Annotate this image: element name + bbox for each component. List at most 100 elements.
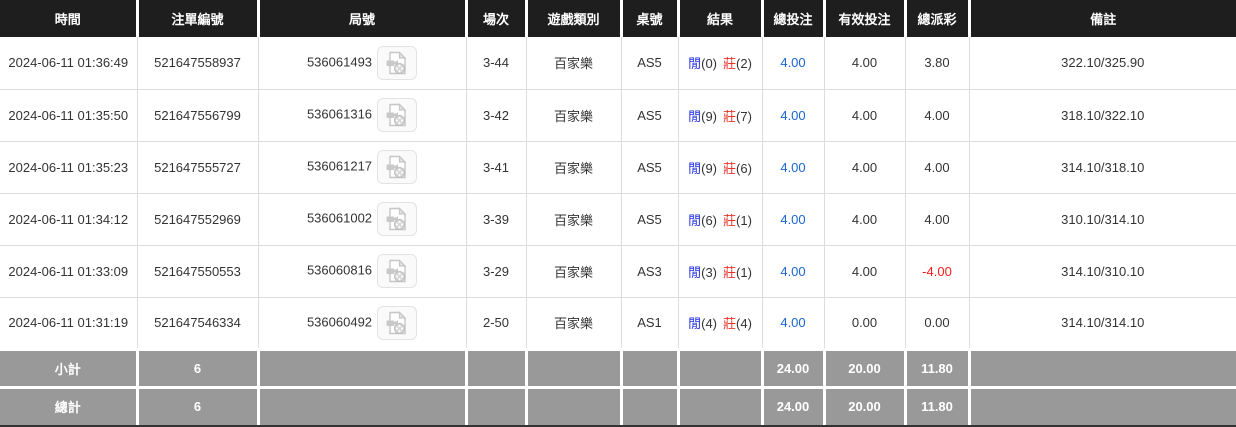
total-payout-value: 3.80 — [924, 55, 950, 71]
cell-bet-id: 521647558937 — [137, 37, 259, 90]
valid-bet-value: 4.00 — [851, 107, 878, 123]
cell-round-id: 536061316 — [258, 89, 467, 142]
cell-total-payout: 4.00 — [905, 193, 970, 246]
session-value: 3-44 — [482, 55, 510, 71]
result-banker-label: 莊 — [723, 56, 737, 72]
grand-total-total-payout: 11.80 — [903, 385, 971, 425]
cell-time: 2024-06-11 01:35:50 — [0, 89, 138, 142]
video-replay-button[interactable] — [377, 305, 418, 340]
session-value: 2-50 — [482, 315, 510, 330]
result-banker-count: (7) — [736, 108, 752, 124]
bet-id-value: 521647546334 — [154, 315, 241, 330]
bet-id-value: 521647552969 — [154, 211, 241, 227]
cell-bet-id: 521647550553 — [137, 245, 259, 298]
result-player-label: 閒 — [688, 212, 702, 228]
result-banker-label: 莊 — [723, 212, 737, 228]
total-payout-value: 4.00 — [924, 211, 950, 227]
video-replay-button[interactable] — [377, 45, 418, 80]
table-header-row: 時間 注單編號 局號 場次 遊戲類別 桌號 結果 總投注 有效投注 總派彩 備註 — [0, 0, 1236, 37]
result-player-label: 閒 — [688, 316, 702, 331]
total-bet-link[interactable]: 4.00 — [780, 55, 806, 71]
cell-round-id: 536061217 — [258, 141, 467, 194]
cell-total-bet: 4.00 — [762, 141, 825, 194]
table-row: 2024-06-11 01:33:09 521647550553 5360608… — [0, 245, 1236, 298]
cell-time: 2024-06-11 01:31:19 — [0, 297, 138, 350]
video-replay-button[interactable] — [377, 98, 418, 132]
table-id-value: AS5 — [637, 55, 662, 71]
cell-game-type: 百家樂 — [526, 89, 622, 142]
cell-total-bet: 4.00 — [762, 37, 825, 90]
grand-total-label: 總計 — [0, 385, 139, 425]
video-file-icon — [386, 50, 407, 74]
video-replay-button[interactable] — [377, 202, 418, 236]
total-bet-link[interactable]: 4.00 — [780, 159, 806, 175]
grand-total-valid-bet: 20.00 — [822, 385, 907, 425]
cell-game-type: 百家樂 — [526, 141, 622, 194]
round-id-value: 536061002 — [306, 210, 373, 226]
cell-remark: 314.10/318.10 — [969, 141, 1236, 194]
cell-table-id: AS3 — [621, 245, 679, 298]
result-banker-count: (1) — [736, 264, 752, 280]
cell-table-id: AS1 — [621, 297, 679, 350]
remark-value: 310.10/314.10 — [1061, 211, 1145, 227]
cell-total-payout: 4.00 — [905, 89, 970, 142]
remark-value: 314.10/314.10 — [1061, 315, 1145, 330]
total-bet-link[interactable]: 4.00 — [780, 263, 806, 279]
cell-bet-id: 521647555727 — [137, 141, 259, 194]
result-player-count: (3) — [701, 264, 717, 280]
result-banker-count: (2) — [736, 56, 752, 72]
video-replay-button[interactable] — [377, 254, 418, 288]
cell-result: 閒(6) 莊(1) — [678, 193, 763, 246]
result-player-count: (0) — [701, 56, 717, 72]
cell-session: 3-42 — [466, 89, 527, 142]
total-payout-value: 0.00 — [924, 315, 950, 330]
total-bet-link[interactable]: 4.00 — [780, 315, 806, 330]
cell-table-id: AS5 — [621, 141, 679, 194]
time-value: 2024-06-11 01:35:50 — [8, 107, 129, 123]
subtotal-row: 小計 6 24.00 20.00 11.80 — [0, 347, 1236, 389]
cell-session: 3-29 — [466, 245, 527, 298]
table-row: 2024-06-11 01:35:50 521647556799 5360613… — [0, 89, 1236, 142]
table-row: 2024-06-11 01:34:12 521647552969 5360610… — [0, 193, 1236, 246]
total-bet-link[interactable]: 4.00 — [780, 211, 806, 227]
grand-total-row: 總計 6 24.00 20.00 11.80 — [0, 385, 1236, 425]
subtotal-empty-cell — [256, 347, 468, 389]
cell-bet-id: 521647552969 — [137, 193, 259, 246]
cell-valid-bet: 4.00 — [824, 245, 906, 298]
column-header: 場次 — [466, 0, 528, 37]
cell-valid-bet: 4.00 — [824, 141, 906, 194]
table-row: 2024-06-11 01:31:19 521647546334 5360604… — [0, 297, 1236, 350]
valid-bet-value: 0.00 — [851, 315, 878, 330]
result-player-label: 閒 — [688, 160, 702, 176]
cell-remark: 322.10/325.90 — [969, 37, 1236, 90]
game-type-value: 百家樂 — [553, 160, 593, 176]
cell-remark: 314.10/310.10 — [969, 245, 1236, 298]
cell-valid-bet: 4.00 — [824, 37, 906, 90]
video-file-icon — [386, 207, 407, 231]
grand-total-total-bet: 24.00 — [760, 385, 826, 425]
game-type-value: 百家樂 — [553, 56, 593, 72]
cell-round-id: 536060816 — [258, 245, 467, 298]
subtotal-empty-cell — [524, 347, 623, 389]
cell-time: 2024-06-11 01:34:12 — [0, 193, 138, 246]
bet-id-value: 521647556799 — [154, 107, 241, 123]
remark-value: 318.10/322.10 — [1061, 107, 1145, 123]
cell-table-id: AS5 — [621, 89, 679, 142]
subtotal-empty-cell — [619, 347, 680, 389]
cell-valid-bet: 4.00 — [824, 89, 906, 142]
result-banker-count: (4) — [736, 316, 752, 331]
round-id-value: 536060492 — [306, 313, 373, 329]
video-file-icon — [386, 103, 407, 127]
cell-session: 3-39 — [466, 193, 527, 246]
cell-game-type: 百家樂 — [526, 193, 622, 246]
table-id-value: AS3 — [637, 263, 662, 279]
subtotal-valid-bet: 20.00 — [822, 347, 907, 389]
total-bet-link[interactable]: 4.00 — [780, 107, 806, 123]
cell-game-type: 百家樂 — [526, 245, 622, 298]
video-replay-button[interactable] — [377, 150, 418, 184]
cell-bet-id: 521647546334 — [137, 297, 259, 350]
result-banker-label: 莊 — [723, 264, 737, 280]
result-player-label: 閒 — [688, 264, 702, 280]
